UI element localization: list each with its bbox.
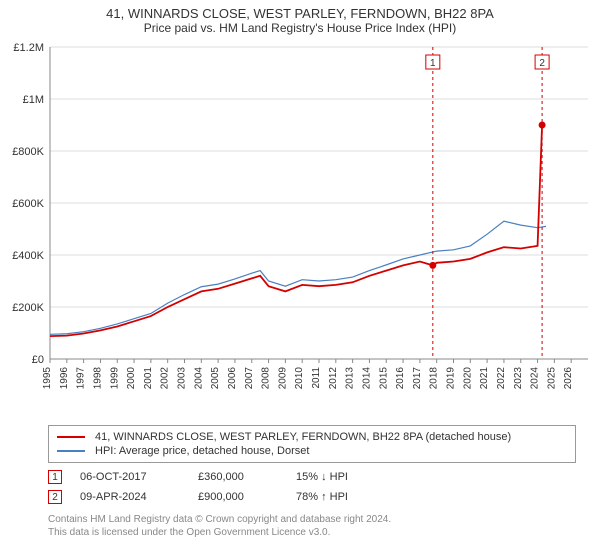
svg-text:2026: 2026 <box>563 367 574 390</box>
event-price: £900,000 <box>198 491 278 503</box>
svg-text:1: 1 <box>430 58 436 69</box>
event-date: 09-APR-2024 <box>80 491 180 503</box>
svg-text:£400K: £400K <box>12 250 44 262</box>
svg-text:1997: 1997 <box>76 367 87 390</box>
footer-line1: Contains HM Land Registry data © Crown c… <box>48 513 576 526</box>
legend: 41, WINNARDS CLOSE, WEST PARLEY, FERNDOW… <box>48 425 576 463</box>
legend-swatch-hpi <box>57 450 85 452</box>
legend-item-hpi: HPI: Average price, detached house, Dors… <box>57 444 567 458</box>
svg-text:2016: 2016 <box>395 367 406 390</box>
event-pct: 15% ↓ HPI <box>296 471 386 483</box>
svg-text:2011: 2011 <box>311 367 322 389</box>
chart-subtitle: Price paid vs. HM Land Registry's House … <box>0 21 600 39</box>
svg-text:2006: 2006 <box>227 367 238 390</box>
svg-text:2001: 2001 <box>143 367 154 390</box>
svg-text:2005: 2005 <box>210 367 221 390</box>
svg-text:2018: 2018 <box>429 367 440 390</box>
event-row: 2 09-APR-2024 £900,000 78% ↑ HPI <box>48 487 576 507</box>
svg-text:2012: 2012 <box>328 367 339 390</box>
chart-title: 41, WINNARDS CLOSE, WEST PARLEY, FERNDOW… <box>0 0 600 21</box>
svg-text:2025: 2025 <box>546 367 557 390</box>
event-marker-icon: 1 <box>48 470 62 484</box>
svg-text:£1M: £1M <box>23 94 44 106</box>
svg-text:£1.2M: £1.2M <box>13 42 44 54</box>
svg-text:2024: 2024 <box>530 367 541 390</box>
event-marker-num: 2 <box>52 492 58 503</box>
svg-text:2: 2 <box>539 58 545 69</box>
svg-text:2015: 2015 <box>378 367 389 390</box>
svg-text:2010: 2010 <box>294 367 305 390</box>
svg-text:1999: 1999 <box>109 367 120 390</box>
svg-text:£0: £0 <box>32 354 44 366</box>
legend-item-property: 41, WINNARDS CLOSE, WEST PARLEY, FERNDOW… <box>57 430 567 444</box>
svg-text:2019: 2019 <box>446 367 457 390</box>
svg-text:£600K: £600K <box>12 198 44 210</box>
svg-text:1996: 1996 <box>59 367 70 390</box>
chart-plot: £0 £200K £400K £600K £800K £1M £1.2M 1995 1996 19… <box>0 39 600 419</box>
legend-label-property: 41, WINNARDS CLOSE, WEST PARLEY, FERNDOW… <box>95 431 511 443</box>
footer: Contains HM Land Registry data © Crown c… <box>48 513 576 539</box>
event-marker-icon: 2 <box>48 490 62 504</box>
svg-text:2020: 2020 <box>462 367 473 390</box>
event-date: 06-OCT-2017 <box>80 471 180 483</box>
events-table: 1 06-OCT-2017 £360,000 15% ↓ HPI 2 09-AP… <box>48 467 576 507</box>
event-pct: 78% ↑ HPI <box>296 491 386 503</box>
svg-text:2000: 2000 <box>126 367 137 390</box>
legend-swatch-property <box>57 436 85 438</box>
svg-text:2014: 2014 <box>361 367 372 390</box>
svg-text:2013: 2013 <box>345 367 356 390</box>
svg-text:2023: 2023 <box>513 367 524 390</box>
footer-line2: This data is licensed under the Open Gov… <box>48 526 576 539</box>
svg-text:2017: 2017 <box>412 367 423 390</box>
svg-text:£200K: £200K <box>12 302 44 314</box>
event-price: £360,000 <box>198 471 278 483</box>
svg-text:2021: 2021 <box>479 367 490 390</box>
svg-text:2007: 2007 <box>244 367 255 390</box>
svg-text:1995: 1995 <box>42 367 53 390</box>
svg-text:2022: 2022 <box>496 367 507 390</box>
svg-text:2009: 2009 <box>277 367 288 390</box>
svg-text:2002: 2002 <box>160 367 171 390</box>
svg-text:1998: 1998 <box>92 367 103 390</box>
svg-text:2003: 2003 <box>177 367 188 390</box>
svg-text:2004: 2004 <box>193 367 204 390</box>
event-marker-num: 1 <box>52 472 58 483</box>
legend-label-hpi: HPI: Average price, detached house, Dors… <box>95 445 309 457</box>
svg-text:2008: 2008 <box>261 367 272 390</box>
svg-text:£800K: £800K <box>12 146 44 158</box>
event-row: 1 06-OCT-2017 £360,000 15% ↓ HPI <box>48 467 576 487</box>
